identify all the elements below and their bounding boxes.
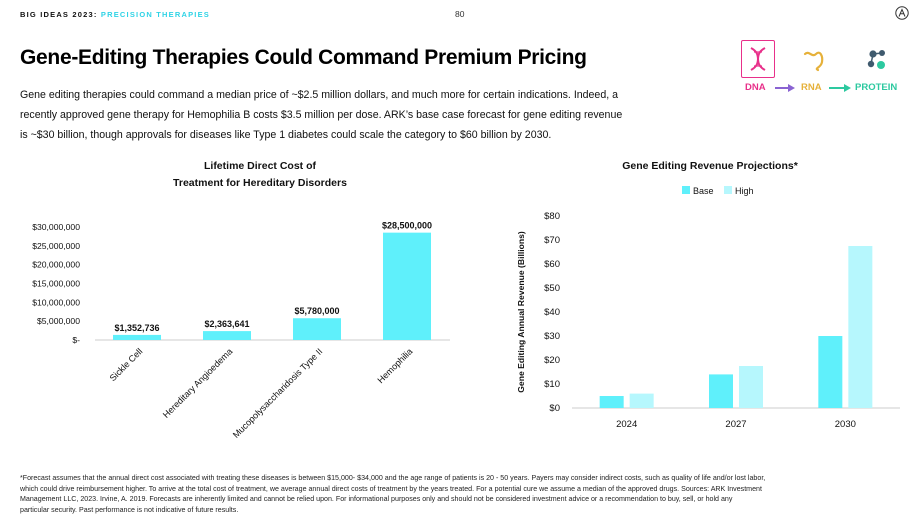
y-tick-label: $50 bbox=[544, 283, 560, 294]
protein-icon bbox=[867, 50, 885, 69]
bar bbox=[113, 334, 161, 340]
revenue-bar-chart: Base High $0 $10 $20 $30 $40 $50 $60 $70 $80 Gene E… bbox=[516, 186, 900, 430]
x-tick-label: 2030 bbox=[835, 419, 856, 430]
bar bbox=[848, 246, 873, 408]
y-tick-label: $80 bbox=[544, 211, 560, 222]
bar bbox=[739, 366, 763, 408]
bar bbox=[599, 396, 624, 408]
x-tick-label: Hereditary Angioedema bbox=[161, 346, 235, 420]
x-tick-label: 2024 bbox=[616, 419, 637, 430]
data-label: $1,352,736 bbox=[114, 323, 159, 333]
bar bbox=[293, 318, 341, 340]
data-label: $2,363,641 bbox=[204, 319, 249, 329]
y-tick-label: $20 bbox=[544, 355, 560, 366]
data-label: $28,500,000 bbox=[382, 221, 432, 231]
y-tick-label: $30 bbox=[544, 331, 560, 342]
y-tick-label: $15,000,000 bbox=[32, 279, 80, 289]
chart1-title-line: Lifetime Direct Cost of bbox=[203, 160, 316, 172]
footnote: *Forecast assumes that the annual direct… bbox=[20, 473, 905, 515]
y-tick-label: $10,000,000 bbox=[32, 297, 80, 307]
rna-label: RNA bbox=[801, 82, 822, 93]
y-tick-label: $60 bbox=[544, 259, 560, 270]
footnote-line: which could drive reimbursement higher. … bbox=[20, 484, 762, 493]
page-number: 80 bbox=[455, 9, 465, 19]
x-tick-label: Mucopolysaccharidosis Type II bbox=[231, 346, 325, 440]
footnote-line: particular security. Past performance is… bbox=[20, 505, 239, 514]
section-label: PRECISION THERAPIES bbox=[100, 10, 210, 19]
y-tick-label: $0 bbox=[549, 403, 560, 414]
chart1-title-line: Treatment for Hereditary Disorders bbox=[173, 177, 347, 189]
bar bbox=[383, 232, 431, 340]
y-tick-label: $40 bbox=[544, 307, 560, 318]
legend-label: High bbox=[735, 186, 754, 196]
y-axis-label: Gene Editing Annual Revenue (Billions) bbox=[516, 231, 526, 393]
y-tick-label: $20,000,000 bbox=[32, 260, 80, 270]
intro-line: Gene editing therapies could command a m… bbox=[20, 89, 618, 101]
footnote-line: *Forecast assumes that the annual direct… bbox=[20, 474, 766, 482]
chart2-title: Gene Editing Revenue Projections* bbox=[622, 160, 798, 172]
page-title: Gene-Editing Therapies Could Command Pre… bbox=[20, 46, 587, 69]
bar bbox=[203, 331, 251, 340]
legend-swatch bbox=[682, 186, 690, 194]
header-label: BIG IDEAS 2023: PRECISION THERAPIES bbox=[20, 10, 210, 19]
x-tick-label: Sickle Cell bbox=[108, 346, 145, 383]
bar bbox=[818, 336, 843, 408]
y-tick-label: $5,000,000 bbox=[37, 316, 80, 326]
cost-bar-chart: $- $5,000,000 $10,000,000 $15,000,000 $20,00… bbox=[32, 221, 450, 440]
chart1-title: Lifetime Direct Cost of Treatment for He… bbox=[120, 158, 400, 192]
bar bbox=[709, 374, 733, 408]
rna-icon bbox=[803, 51, 824, 72]
ark-logo-icon bbox=[895, 6, 909, 20]
intro-paragraph: Gene editing therapies could command a m… bbox=[20, 85, 710, 145]
dna-label: DNA bbox=[745, 82, 766, 93]
protein-label: PROTEIN bbox=[855, 82, 898, 93]
data-label: $5,780,000 bbox=[294, 306, 339, 316]
intro-line: is ~$30 billion, though approvals for di… bbox=[20, 129, 552, 141]
arrow-right-icon bbox=[829, 84, 851, 92]
y-tick-label: $10 bbox=[544, 379, 560, 390]
dna-icon bbox=[750, 47, 766, 71]
x-tick-label: Hemophilia bbox=[376, 346, 415, 385]
y-tick-label: $30,000,000 bbox=[32, 222, 80, 232]
series-label: BIG IDEAS 2023: bbox=[20, 10, 98, 19]
arrow-right-icon bbox=[775, 84, 795, 92]
bar bbox=[629, 393, 654, 408]
legend-label: Base bbox=[693, 186, 714, 196]
dna-box bbox=[741, 40, 775, 78]
y-tick-label: $25,000,000 bbox=[32, 241, 80, 251]
footnote-line: Management LLC, 2023. Irvine, A. 2019. F… bbox=[20, 495, 733, 503]
intro-line: recently approved gene therapy for Hemop… bbox=[20, 109, 623, 121]
x-tick-label: 2027 bbox=[725, 419, 746, 430]
y-tick-label: $70 bbox=[544, 235, 560, 246]
legend-swatch bbox=[724, 186, 732, 194]
y-tick-label: $- bbox=[72, 335, 80, 345]
